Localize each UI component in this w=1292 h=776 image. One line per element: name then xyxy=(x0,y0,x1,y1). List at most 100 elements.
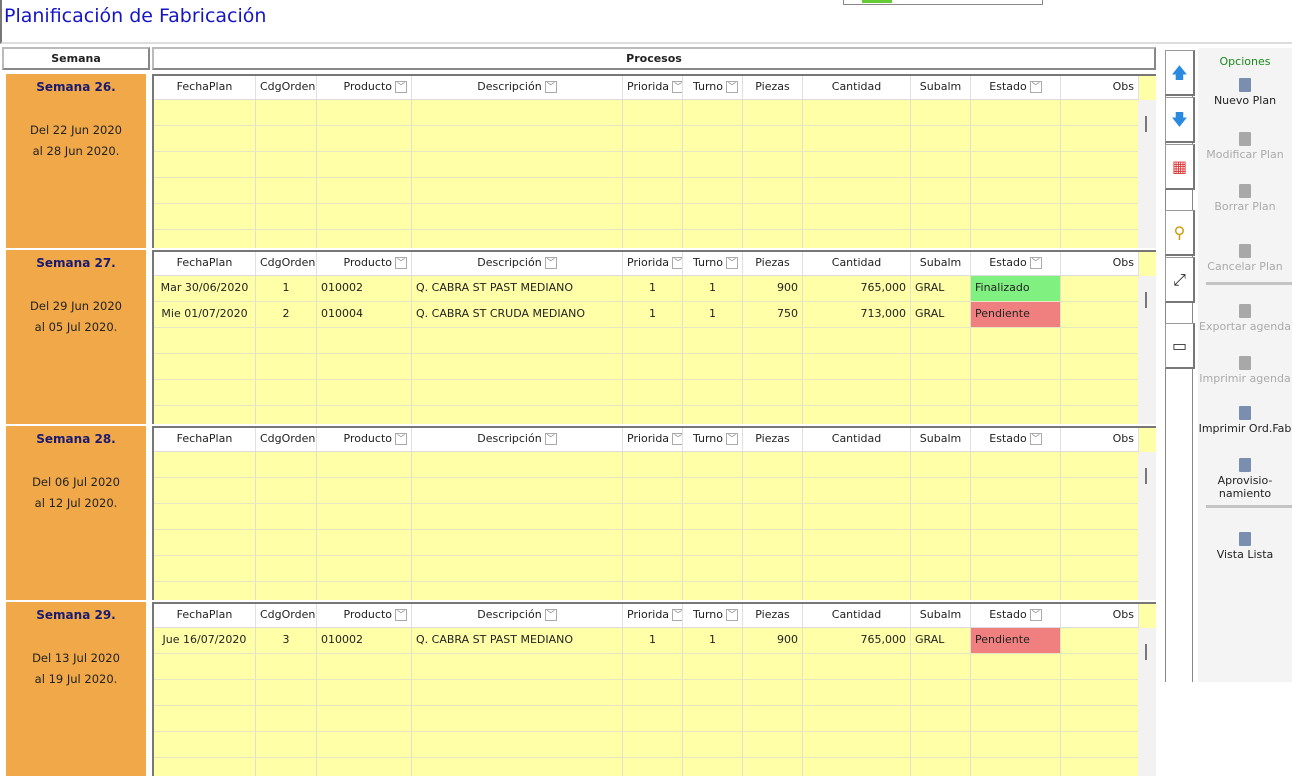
column-header[interactable]: Producto ﹀ xyxy=(317,428,412,451)
column-header[interactable]: Descripción ﹀ xyxy=(412,604,623,627)
filter-dropdown-icon[interactable]: ﹀ xyxy=(544,609,557,621)
column-header[interactable]: Priorida ﹀ xyxy=(623,604,683,627)
column-header[interactable]: Turno ﹀ xyxy=(683,428,743,451)
column-header[interactable]: Estado ﹀ xyxy=(971,252,1061,275)
column-header[interactable]: CdgOrden xyxy=(256,604,317,627)
table-row[interactable] xyxy=(154,706,1139,732)
table-row[interactable] xyxy=(154,126,1139,152)
column-header[interactable]: Piezas xyxy=(743,604,803,627)
column-header[interactable]: FechaPlan xyxy=(154,252,256,275)
table-row[interactable] xyxy=(154,504,1139,530)
column-header[interactable]: FechaPlan xyxy=(154,76,256,99)
filter-dropdown-icon[interactable]: ﹀ xyxy=(726,433,738,445)
option-borrar-plan[interactable]: Borrar Plan xyxy=(1198,184,1292,213)
filter-dropdown-icon[interactable]: ﹀ xyxy=(544,257,557,269)
filter-dropdown-icon[interactable]: ﹀ xyxy=(672,609,683,621)
filter-dropdown-icon[interactable]: ﹀ xyxy=(726,609,738,621)
table-row[interactable] xyxy=(154,680,1139,706)
filter-dropdown-icon[interactable]: ﹀ xyxy=(672,433,683,445)
column-header[interactable]: Cantidad xyxy=(803,76,911,99)
option-imprimir-agenda[interactable]: Imprimir agenda xyxy=(1198,356,1292,385)
table-row[interactable] xyxy=(154,152,1139,178)
table-row[interactable]: Jue 16/07/2020 3 010002 Q. CABRA ST PAST ME… xyxy=(154,628,1139,654)
table-row[interactable] xyxy=(154,204,1139,230)
column-header[interactable]: Producto ﹀ xyxy=(317,252,412,275)
column-header[interactable]: Estado ﹀ xyxy=(971,428,1061,451)
column-header[interactable]: Obs xyxy=(1061,76,1139,99)
table-row[interactable] xyxy=(154,654,1139,680)
filter-dropdown-icon[interactable]: ﹀ xyxy=(672,257,683,269)
arrow-down-icon[interactable]: 🡇 xyxy=(1165,97,1195,143)
filter-dropdown-icon[interactable]: ﹀ xyxy=(726,81,738,93)
table-row[interactable]: Mar 30/06/2020 1 010002 Q. CABRA ST PAST ME… xyxy=(154,276,1139,302)
filter-dropdown-icon[interactable]: ﹀ xyxy=(1029,609,1042,621)
expand-icon[interactable]: ⤢ xyxy=(1165,257,1195,303)
column-header[interactable]: Estado ﹀ xyxy=(971,604,1061,627)
week-cell[interactable]: Semana 26. Del 22 Jun 2020 al 28 Jun 2020… xyxy=(6,74,146,248)
column-header[interactable]: CdgOrden xyxy=(256,76,317,99)
column-header[interactable]: Subalm xyxy=(911,428,971,451)
filter-dropdown-icon[interactable]: ﹀ xyxy=(544,81,557,93)
column-header[interactable]: Piezas xyxy=(743,76,803,99)
option-cancelar-plan[interactable]: Cancelar Plan xyxy=(1198,244,1292,273)
column-header[interactable]: Estado ﹀ xyxy=(971,76,1061,99)
column-header[interactable]: Priorida ﹀ xyxy=(623,252,683,275)
table-row[interactable] xyxy=(154,732,1139,758)
table-row[interactable] xyxy=(154,380,1139,406)
filter-dropdown-icon[interactable]: ﹀ xyxy=(395,81,407,93)
filter-dropdown-icon[interactable]: ﹀ xyxy=(395,257,407,269)
column-header[interactable]: Obs xyxy=(1061,604,1139,627)
column-header[interactable]: Turno ﹀ xyxy=(683,76,743,99)
column-header[interactable]: Subalm xyxy=(911,252,971,275)
option-exportar-agenda[interactable]: Exportar agenda xyxy=(1198,304,1292,333)
table-row[interactable] xyxy=(154,582,1139,600)
week-cell[interactable]: Semana 28. Del 06 Jul 2020 al 12 Jul 2020… xyxy=(6,426,146,600)
column-header[interactable]: Descripción ﹀ xyxy=(412,252,623,275)
filter-dropdown-icon[interactable]: ﹀ xyxy=(1029,433,1042,445)
column-header[interactable]: Descripción ﹀ xyxy=(412,428,623,451)
column-header[interactable]: Subalm xyxy=(911,604,971,627)
filter-dropdown-icon[interactable]: ﹀ xyxy=(395,609,407,621)
vertical-scrollbar[interactable] xyxy=(1138,628,1156,776)
table-row[interactable] xyxy=(154,406,1139,424)
column-header[interactable]: Producto ﹀ xyxy=(317,76,412,99)
table-row[interactable]: Mie 01/07/2020 2 010004 Q. CABRA ST CRUDA M… xyxy=(154,302,1139,328)
column-header[interactable]: Priorida ﹀ xyxy=(623,76,683,99)
table-row[interactable] xyxy=(154,100,1139,126)
vertical-scrollbar[interactable] xyxy=(1138,452,1156,600)
week-cell[interactable]: Semana 27. Del 29 Jun 2020 al 05 Jul 2020… xyxy=(6,250,146,424)
vertical-scrollbar[interactable] xyxy=(1138,276,1156,424)
calendar-icon[interactable]: ▦ xyxy=(1165,144,1195,190)
arrow-up-icon[interactable]: 🡅 xyxy=(1165,50,1195,96)
table-row[interactable] xyxy=(154,530,1139,556)
column-header[interactable]: Cantidad xyxy=(803,428,911,451)
column-header[interactable]: Cantidad xyxy=(803,604,911,627)
table-row[interactable] xyxy=(154,178,1139,204)
table-row[interactable] xyxy=(154,556,1139,582)
column-header[interactable]: Piezas xyxy=(743,428,803,451)
column-header[interactable]: Obs xyxy=(1061,428,1139,451)
option-vista-lista[interactable]: Vista Lista xyxy=(1198,532,1292,561)
column-header[interactable]: Subalm xyxy=(911,76,971,99)
table-row[interactable] xyxy=(154,478,1139,504)
week-cell[interactable]: Semana 29. Del 13 Jul 2020 al 19 Jul 2020… xyxy=(6,602,146,776)
filter-dropdown-icon[interactable]: ﹀ xyxy=(726,257,738,269)
table-row[interactable] xyxy=(154,452,1139,478)
column-header[interactable]: Priorida ﹀ xyxy=(623,428,683,451)
column-header[interactable]: CdgOrden xyxy=(256,252,317,275)
column-header[interactable]: Descripción ﹀ xyxy=(412,76,623,99)
window-icon[interactable]: ▭ xyxy=(1165,323,1195,369)
column-header[interactable]: CdgOrden xyxy=(256,428,317,451)
filter-dropdown-icon[interactable]: ﹀ xyxy=(544,433,557,445)
column-header[interactable]: Turno ﹀ xyxy=(683,604,743,627)
filter-dropdown-icon[interactable]: ﹀ xyxy=(672,81,683,93)
column-header[interactable]: Producto ﹀ xyxy=(317,604,412,627)
table-row[interactable] xyxy=(154,230,1139,248)
option-modificar-plan[interactable]: Modificar Plan xyxy=(1198,132,1292,161)
column-header[interactable]: Piezas xyxy=(743,252,803,275)
option-aprovisio-namiento[interactable]: Aprovisio-namiento xyxy=(1198,458,1292,500)
option-imprimir-ord-fab[interactable]: Imprimir Ord.Fab xyxy=(1198,406,1292,435)
vertical-scrollbar[interactable] xyxy=(1138,100,1156,248)
table-row[interactable] xyxy=(154,354,1139,380)
column-header[interactable]: FechaPlan xyxy=(154,428,256,451)
